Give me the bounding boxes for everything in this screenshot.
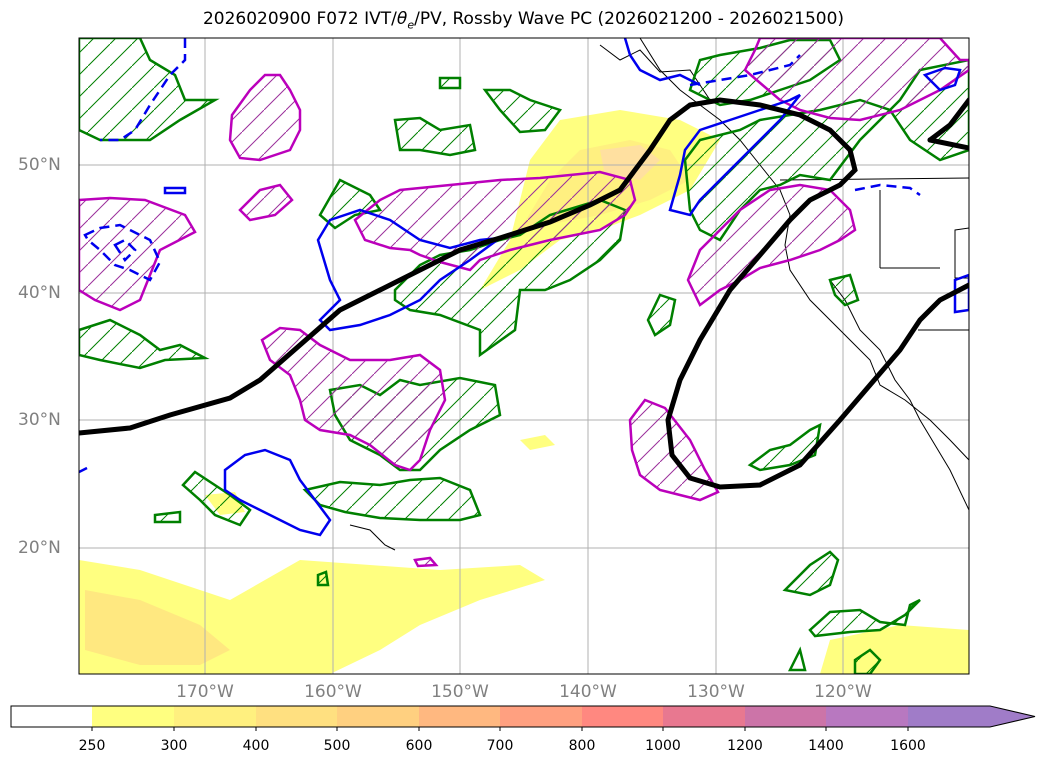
rossby-wave-contour: [79, 97, 969, 490]
colorbar-tick: 800: [568, 738, 596, 754]
lat-label: 20°N: [18, 538, 61, 558]
colorbar-tick: 400: [242, 738, 270, 754]
colorbar-tick: 300: [160, 738, 188, 754]
lon-label: 150°W: [431, 682, 489, 702]
colorbar-tick: 700: [486, 738, 514, 754]
lon-label: 140°W: [559, 682, 617, 702]
lat-label: 40°N: [18, 283, 61, 303]
colorbar-tick: 500: [323, 738, 351, 754]
colorbar-tick: 1000: [645, 738, 681, 754]
colorbar-tick: 250: [78, 738, 106, 754]
magenta-hatched-contours: [79, 38, 969, 568]
colorbar-tick: 1400: [808, 738, 844, 754]
map-frame: [78, 37, 970, 675]
chart-title: 2026020900 F072 IVT/θe/PV, Rossby Wave P…: [202, 9, 845, 32]
colorbar-tick: 1200: [727, 738, 763, 754]
colorbar: [10, 705, 1036, 731]
colorbar-tick: 600: [405, 738, 433, 754]
lon-label: 170°W: [176, 682, 234, 702]
lon-label: 160°W: [304, 682, 362, 702]
lat-label: 30°N: [18, 410, 61, 430]
lon-label: 130°W: [687, 682, 745, 702]
blue-solid-contours: [79, 38, 969, 537]
colorbar-tick: 1600: [890, 738, 926, 754]
blue-dashed-contours: [83, 38, 921, 282]
lon-label: 120°W: [814, 682, 872, 702]
lat-label: 50°N: [18, 155, 61, 175]
